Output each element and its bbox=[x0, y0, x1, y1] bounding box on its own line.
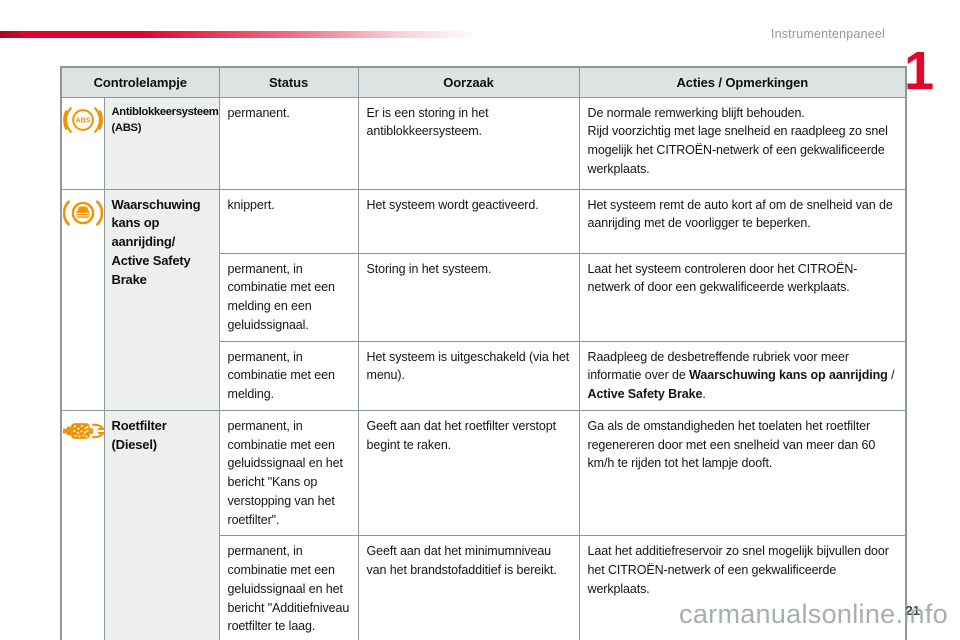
status-cell: knippert. bbox=[218, 188, 359, 254]
table-header-row: Controlelampje Status Oorzaak Acties / O… bbox=[60, 66, 907, 98]
column-header-actions: Acties / Opmerkingen bbox=[578, 66, 907, 98]
status-cell: permanent, in combinatie met een geluids… bbox=[218, 409, 359, 537]
abs-warning-lamp-icon: ABS bbox=[63, 106, 103, 133]
collision-risk-warning-lamp-icon bbox=[62, 199, 104, 226]
table-row: permanent, in combinatie met een melding… bbox=[61, 340, 907, 411]
status-cell: permanent. bbox=[218, 96, 359, 190]
warning-lamp-table: Controlelampje Status Oorzaak Acties / O… bbox=[60, 66, 908, 640]
status-cell: permanent, in combinatie met een melding… bbox=[218, 252, 359, 342]
action-cell: Het systeem remt de auto kort af om de s… bbox=[578, 188, 907, 254]
status-cell: permanent, in combinatie met een melding… bbox=[218, 340, 359, 411]
column-header-status: Status bbox=[218, 66, 359, 98]
action-cell: Ga als de omstandigheden het toelaten he… bbox=[578, 409, 907, 537]
diesel-particulate-filter-lamp-icon bbox=[63, 422, 105, 439]
section-label: Instrumentenpaneel bbox=[770, 27, 885, 41]
lamp-icon-cell bbox=[60, 409, 105, 640]
red-accent-bar bbox=[0, 31, 478, 38]
cause-cell: Er is een storing in het antiblokkeersys… bbox=[357, 96, 580, 190]
table-row: ABS Antiblokkeersysteem (ABS) permanent.… bbox=[60, 96, 907, 190]
lamp-icon-cell: ABS bbox=[60, 96, 105, 190]
watermark-text: carmanualsonline.info bbox=[679, 599, 948, 629]
cause-cell: Storing in het systeem. bbox=[357, 252, 580, 342]
action-text: Raadpleeg de desbetreffende rubriek voor… bbox=[587, 349, 850, 383]
cause-cell: Geeft aan dat het minimumniveau van het … bbox=[357, 535, 580, 640]
action-text: / bbox=[887, 368, 895, 383]
action-cell: Raadpleeg de desbetreffende rubriek voor… bbox=[578, 340, 907, 411]
cause-cell: Geeft aan dat het roetfilter verstopt be… bbox=[357, 409, 580, 537]
table-row: Roetfilter (Diesel) permanent, in combin… bbox=[60, 409, 907, 640]
action-cell: De normale remwerking blijft behouden. R… bbox=[578, 96, 907, 190]
chapter-number: 1 bbox=[903, 41, 934, 101]
column-header-cause: Oorzaak bbox=[357, 66, 580, 98]
lamp-label: Waarschuwing kans op aanrijding/ Active … bbox=[103, 188, 220, 411]
table-row: permanent, in combinatie met een geluids… bbox=[61, 535, 907, 640]
svg-text:ABS: ABS bbox=[76, 117, 91, 124]
cause-cell: Het systeem wordt geactiveerd. bbox=[357, 188, 580, 254]
action-text: . bbox=[702, 387, 706, 401]
lamp-label: Antiblokkeersysteem (ABS) bbox=[103, 96, 220, 190]
action-text-bold: Waarschuwing kans op aanrijding bbox=[689, 368, 888, 383]
column-header-lamp: Controlelampje bbox=[60, 66, 220, 98]
page-number: 21 bbox=[905, 603, 920, 618]
status-cell: permanent, in combinatie met een geluids… bbox=[218, 535, 359, 640]
table-row: Waarschuwing kans op aanrijding/ Active … bbox=[60, 188, 907, 411]
action-text-bold: Active Safety Brake bbox=[587, 387, 703, 401]
action-cell: Laat het additiefreservoir zo snel mogel… bbox=[578, 535, 907, 640]
action-cell: Laat het systeem controleren door het CI… bbox=[578, 252, 907, 342]
lamp-label: Roetfilter (Diesel) bbox=[103, 409, 220, 640]
lamp-icon-cell bbox=[60, 188, 105, 411]
cause-cell: Het systeem is uitgeschakeld (via het me… bbox=[357, 340, 580, 411]
